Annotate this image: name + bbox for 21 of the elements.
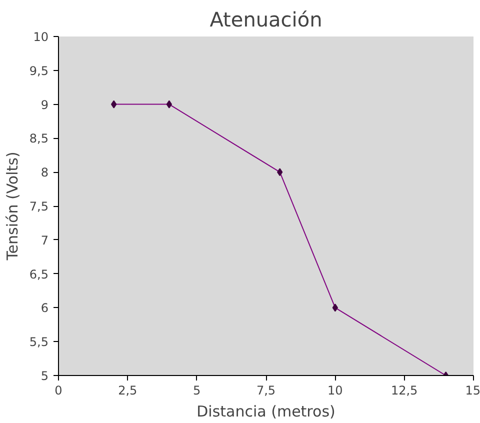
x-axis-title: Distancia (metros) — [196, 402, 336, 420]
y-tick-label: 9 — [40, 98, 49, 112]
y-tick-label: 9,5 — [29, 64, 49, 78]
x-tick-label: 7,5 — [256, 384, 276, 398]
x-tick-label: 0 — [54, 384, 62, 398]
x-tick-label: 15 — [465, 384, 480, 398]
y-tick-label: 8 — [40, 166, 49, 180]
chart-title: Atenuación — [210, 8, 322, 32]
y-tick-label: 8,5 — [29, 132, 49, 146]
y-tick-label: 5 — [40, 369, 49, 383]
x-tick-label: 2,5 — [118, 384, 138, 398]
y-axis-title: Tensión (Volts) — [3, 152, 22, 262]
y-tick-label: 10 — [33, 30, 49, 44]
x-tick-label: 5 — [193, 384, 201, 398]
y-tick-label: 6 — [40, 301, 49, 316]
y-tick-label: 7 — [40, 233, 49, 248]
y-tick-label: 6,5 — [29, 267, 49, 282]
x-tick-label: 12,5 — [390, 384, 418, 398]
y-tick-label: 5,5 — [29, 335, 49, 350]
y-tick-label: 7,5 — [29, 200, 49, 214]
x-tick-label: 10 — [328, 384, 343, 398]
